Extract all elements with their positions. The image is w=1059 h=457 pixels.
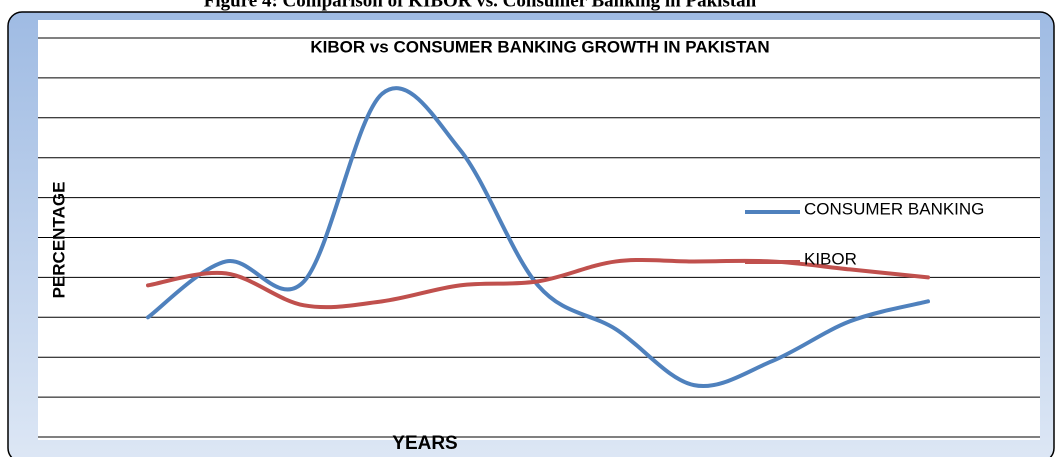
chart-title: KIBOR vs CONSUMER BANKING GROWTH IN PAKI… xyxy=(310,37,769,56)
y-axis-label: PERCENTAGE xyxy=(49,182,68,299)
figure-caption: Figure 4: Comparison of KIBOR vs. Consum… xyxy=(204,0,757,11)
x-axis-label: YEARS xyxy=(392,433,457,454)
legend-label: KIBOR xyxy=(804,249,857,268)
legend-label: CONSUMER BANKING xyxy=(804,199,984,218)
line-series xyxy=(146,86,930,389)
plot-area xyxy=(38,20,1040,440)
